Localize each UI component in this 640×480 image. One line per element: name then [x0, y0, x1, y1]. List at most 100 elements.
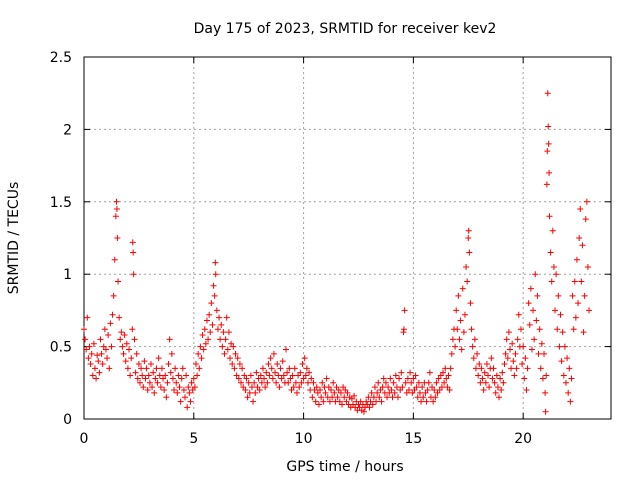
data-point — [124, 365, 131, 372]
data-point — [387, 375, 394, 382]
data-point — [210, 282, 217, 289]
data-point — [309, 394, 316, 401]
data-point — [96, 369, 103, 376]
data-point — [313, 384, 320, 391]
data-point — [86, 343, 93, 350]
data-point — [81, 326, 87, 333]
data-point — [113, 206, 120, 213]
data-point — [552, 307, 559, 314]
data-point — [174, 389, 181, 396]
data-point — [184, 404, 191, 411]
data-point — [292, 379, 299, 386]
data-point — [90, 340, 97, 347]
data-point — [537, 365, 544, 372]
data-point — [330, 379, 337, 386]
data-point — [179, 365, 186, 372]
data-point — [509, 340, 516, 347]
data-point — [163, 394, 170, 401]
data-point — [464, 278, 471, 285]
data-point — [127, 372, 134, 379]
data-point — [200, 346, 207, 353]
data-point — [273, 379, 280, 386]
data-point — [517, 326, 524, 333]
data-point — [85, 355, 92, 362]
data-point — [89, 372, 96, 379]
data-point — [101, 326, 108, 333]
data-point — [385, 384, 392, 391]
data-point — [153, 365, 160, 372]
data-point — [299, 360, 306, 367]
data-point — [426, 369, 433, 376]
data-point — [378, 398, 385, 405]
data-point — [102, 346, 109, 353]
data-point — [538, 340, 545, 347]
data-point — [169, 375, 176, 382]
data-point — [575, 300, 582, 307]
data-point — [506, 346, 513, 353]
data-point — [256, 387, 263, 394]
data-point — [108, 343, 115, 350]
data-point — [460, 329, 467, 336]
data-point — [147, 360, 154, 367]
data-point — [447, 365, 454, 372]
data-point — [531, 336, 538, 343]
data-point — [136, 379, 143, 386]
data-point — [195, 350, 202, 357]
data-point — [341, 394, 348, 401]
data-point — [185, 384, 192, 391]
data-point — [404, 375, 411, 382]
data-point — [129, 326, 136, 333]
data-point — [190, 375, 197, 382]
data-point — [218, 321, 225, 328]
data-point — [441, 379, 448, 386]
data-point — [176, 384, 183, 391]
data-point — [121, 332, 128, 339]
x-tick-label: 0 — [80, 431, 89, 447]
data-point — [407, 369, 414, 376]
y-tick-label: 0 — [63, 412, 72, 428]
data-point — [266, 372, 273, 379]
data-point — [558, 358, 565, 365]
data-point — [471, 336, 478, 343]
data-point — [264, 379, 271, 386]
data-point — [129, 239, 136, 246]
data-point — [224, 346, 231, 353]
data-point — [109, 311, 116, 318]
data-point — [492, 389, 499, 396]
data-point — [522, 355, 529, 362]
data-point — [222, 336, 229, 343]
data-point — [289, 372, 296, 379]
data-point — [560, 372, 567, 379]
data-point — [192, 360, 199, 367]
data-point — [104, 355, 111, 362]
data-point — [308, 375, 315, 382]
data-point — [565, 389, 572, 396]
data-point — [143, 365, 150, 372]
data-point — [374, 389, 381, 396]
data-point — [216, 314, 223, 321]
data-point — [545, 123, 552, 130]
data-point — [283, 346, 290, 353]
data-point — [329, 394, 336, 401]
data-point — [463, 263, 470, 270]
data-point — [93, 375, 100, 382]
data-point — [543, 372, 550, 379]
data-point — [493, 372, 500, 379]
x-tick-label: 5 — [189, 431, 198, 447]
data-point — [412, 372, 419, 379]
data-point — [91, 365, 98, 372]
data-point — [453, 307, 460, 314]
data-point — [351, 392, 358, 399]
data-point — [236, 360, 243, 367]
data-point — [242, 387, 249, 394]
data-point — [223, 314, 230, 321]
data-point — [382, 379, 389, 386]
data-point — [562, 379, 569, 386]
data-point — [207, 329, 214, 336]
data-point — [165, 360, 172, 367]
data-point — [508, 365, 515, 372]
data-point — [83, 346, 90, 353]
data-point — [479, 375, 486, 382]
data-point — [297, 369, 304, 376]
data-point — [504, 355, 511, 362]
